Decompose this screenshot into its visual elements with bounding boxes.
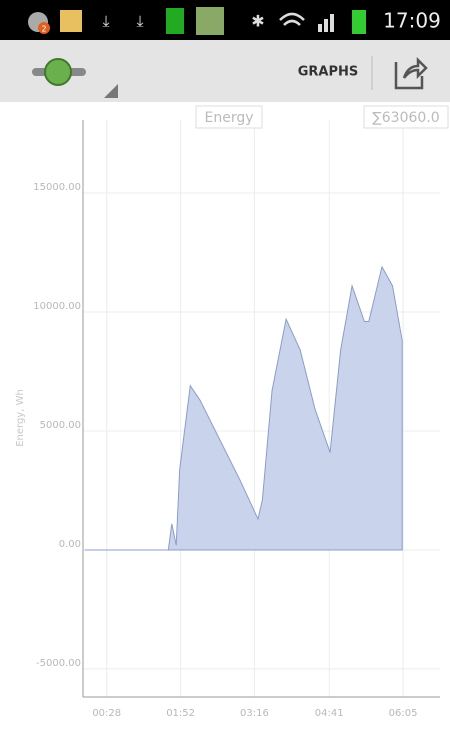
battery-icon (352, 10, 366, 34)
x-tick-label: 03:16 (240, 708, 269, 719)
x-tick-label: 01:52 (166, 708, 195, 719)
signal-icon (330, 14, 334, 32)
game-icon (196, 7, 224, 35)
y-tick-label: 10000.00 (33, 301, 81, 312)
broom-icon (60, 10, 82, 32)
share-button[interactable] (394, 56, 428, 90)
app-logo[interactable] (32, 58, 86, 86)
total-box (363, 105, 449, 129)
logo-wheel (44, 58, 72, 86)
wifi-icon (279, 12, 305, 26)
badge (38, 22, 50, 34)
clock: 17:09 (383, 9, 441, 33)
y-tick-label: 15000.00 (33, 182, 81, 193)
x-tick-label: 04:41 (315, 708, 344, 719)
signal-icon (324, 19, 328, 32)
battery-app-icon (166, 8, 184, 34)
download-icon: ⤓ (102, 12, 109, 31)
energy-area (84, 265, 403, 551)
badge-count: 2 (41, 25, 46, 34)
y-axis-label: Energy, Wh (15, 389, 26, 447)
signal-icon (318, 24, 322, 32)
graphs-button[interactable]: GRAPHS (298, 65, 359, 80)
legend-box (195, 105, 263, 129)
y-tick-label: 5000.00 (40, 420, 81, 431)
y-tick-label: -5000.00 (36, 658, 81, 669)
y-tick-label: 0.00 (59, 539, 81, 550)
plot: -5000.00 0.00 5000.00 10000.00 15000.00 00:28… (15, 105, 449, 719)
x-tick-label: 00:28 (92, 708, 121, 719)
legend-title: Energy (204, 110, 253, 126)
total-label: ∑63060.0 (372, 110, 439, 126)
bluetooth-icon: ✱ (251, 12, 264, 31)
spinner-arrow (104, 84, 118, 98)
download-icon: ⤓ (136, 12, 143, 31)
x-tick-label: 06:05 (389, 708, 418, 719)
